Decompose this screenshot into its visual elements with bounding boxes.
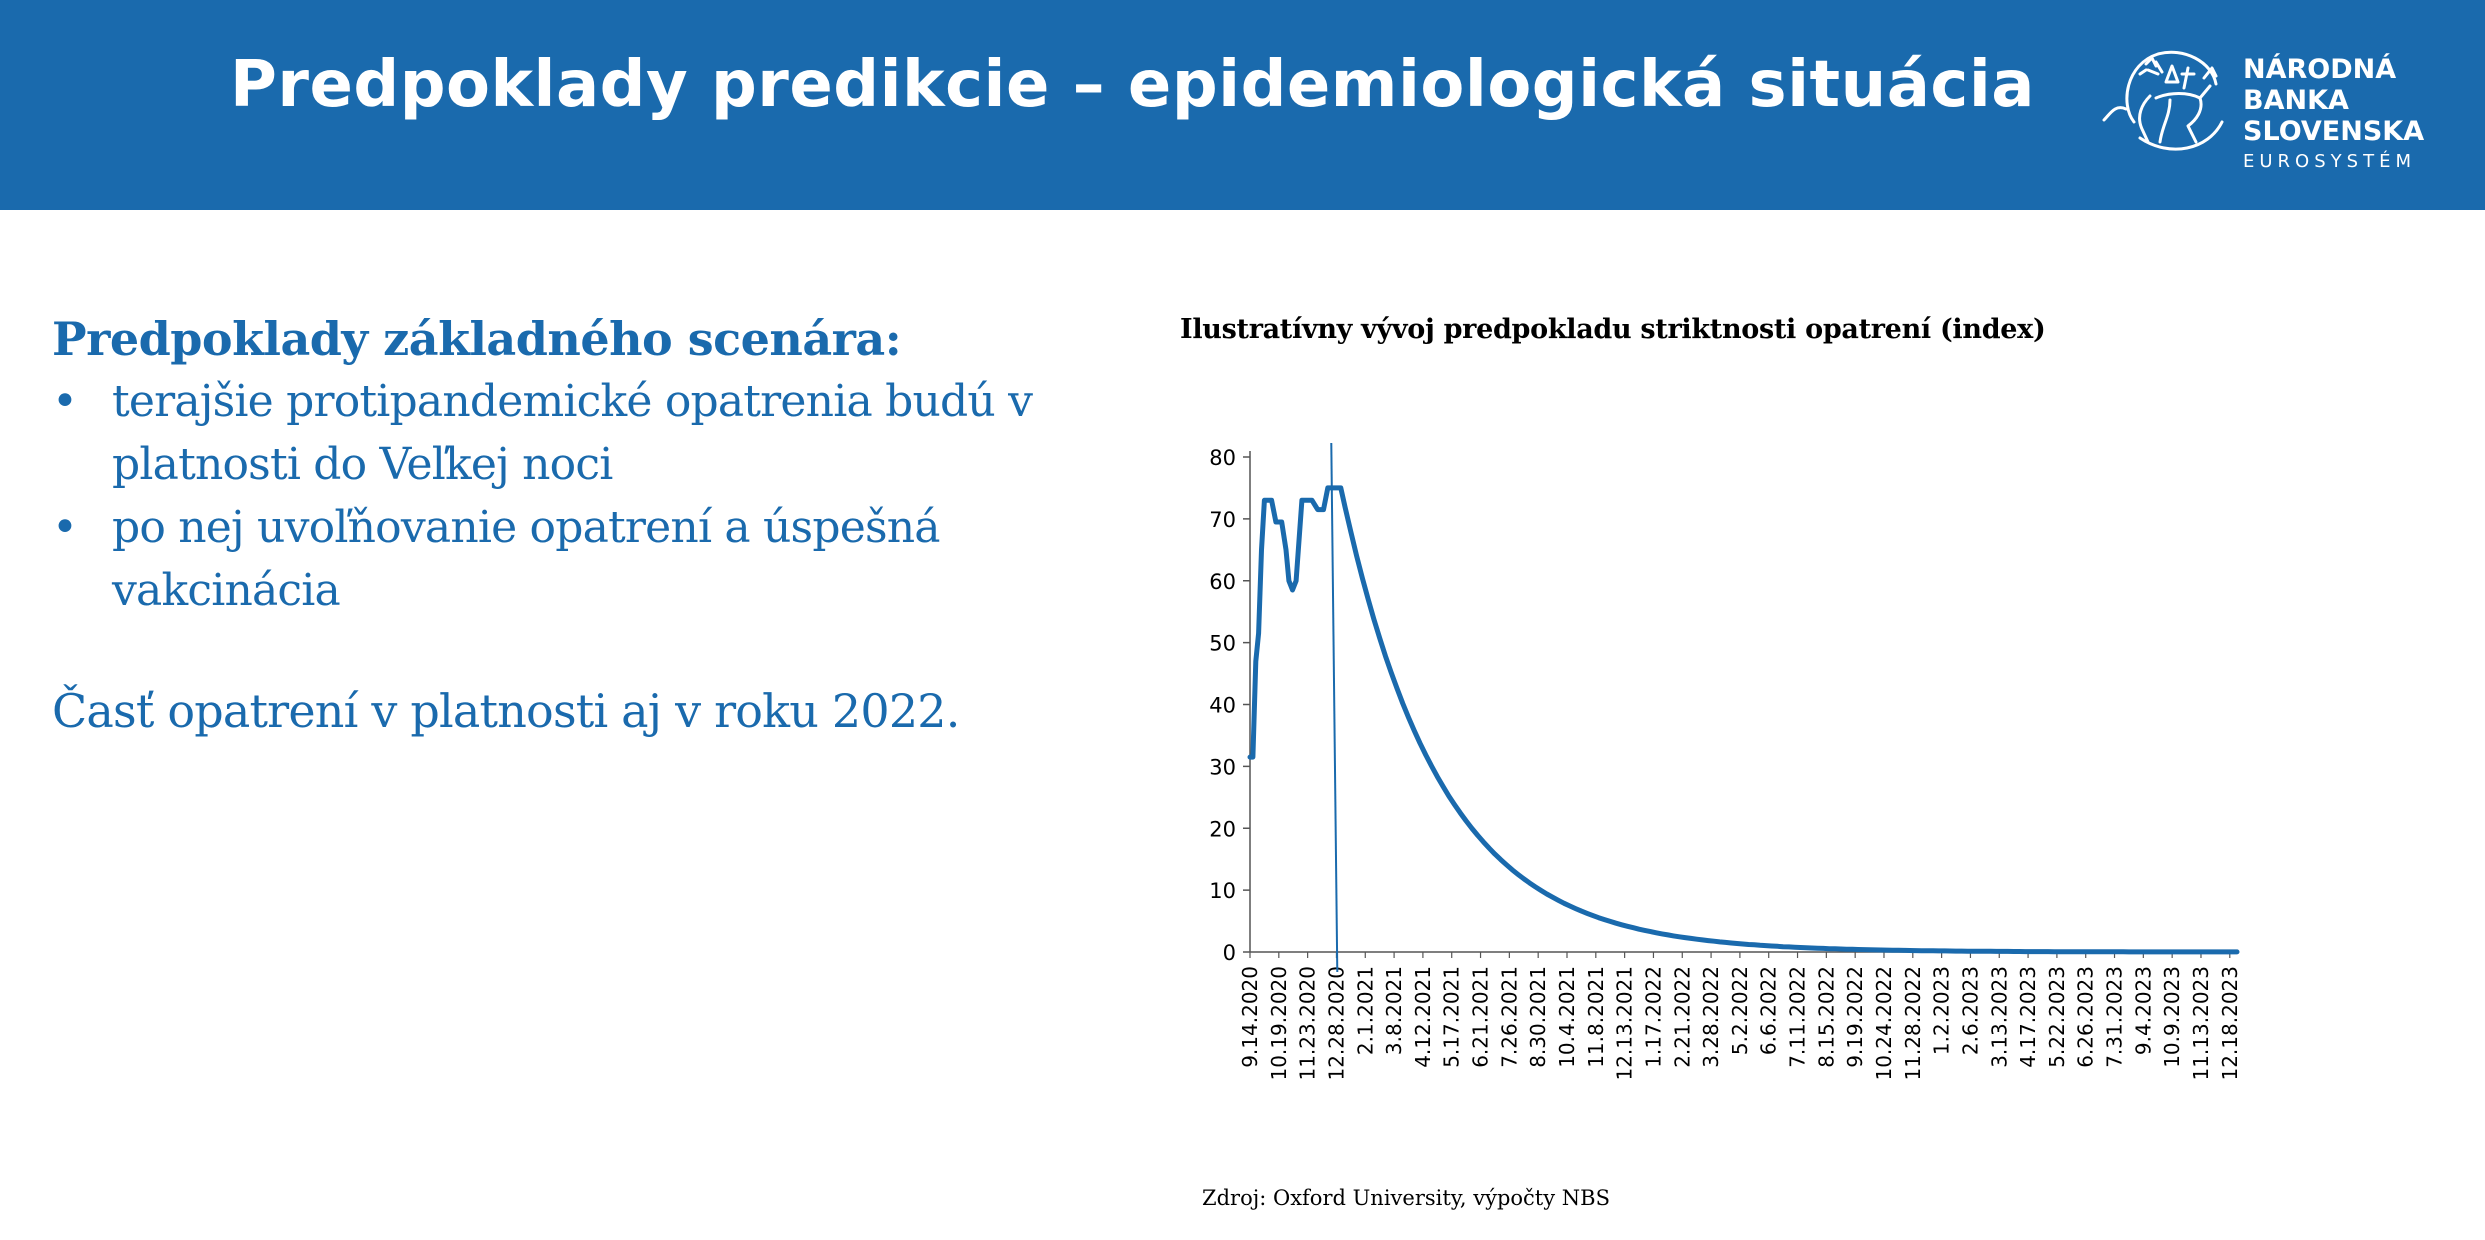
- list-item-text: po nej uvoľňovanie opatrení a úspešná va…: [112, 502, 941, 616]
- x-tick-label: 2.21.2022: [1670, 966, 1694, 1068]
- bullet-icon: •: [52, 502, 78, 553]
- y-tick-label: 80: [1209, 446, 1236, 470]
- x-tick-label: 12.18.2023: [2218, 966, 2242, 1081]
- y-tick-label: 10: [1209, 879, 1236, 903]
- logo-line-1: NÁRODNÁ: [2243, 54, 2397, 85]
- x-tick-label: 6.26.2023: [2074, 966, 2098, 1068]
- assumption-list: • terajšie protipandemické opatrenia budú…: [52, 370, 1132, 622]
- logo-wordmark: NÁRODNÁ BANKA SLOVENSKA EUROSYSTÉM: [2243, 54, 2424, 177]
- y-tick-label: 50: [1209, 632, 1236, 656]
- x-tick-label: 11.23.2020: [1296, 966, 1320, 1081]
- series-line: [1247, 485, 2240, 955]
- x-tick-label: 10.24.2022: [1872, 966, 1896, 1081]
- x-tick-label: 1.2.2023: [1930, 966, 1954, 1055]
- scenario-heading: Predpoklady základného scenára:: [52, 312, 902, 366]
- x-tick-label: 6.21.2021: [1469, 966, 1493, 1068]
- x-tick-label: 9.14.2020: [1238, 966, 1262, 1068]
- source-note: Zdroj: Oxford University, výpočty NBS: [1202, 1186, 1610, 1210]
- x-tick-label: 4.12.2021: [1411, 966, 1435, 1068]
- nbs-logo-icon: [2102, 50, 2224, 151]
- x-tick-label: 11.28.2022: [1901, 966, 1925, 1081]
- y-tick-label: 40: [1209, 694, 1236, 718]
- x-tick-label: 5.22.2023: [2045, 966, 2069, 1068]
- page-title: Predpoklady predikcie – epidemiologická …: [230, 48, 2035, 122]
- x-tick-label: 7.26.2021: [1497, 966, 1521, 1068]
- x-tick-label: 8.15.2022: [1814, 966, 1838, 1068]
- logo-line-4: EUROSYSTÉM: [2243, 151, 2416, 172]
- left-text-panel: Predpoklady základného scenára: • terajši…: [52, 312, 1132, 738]
- logo-line-2: BANKA: [2243, 85, 2349, 116]
- y-tick-label: 70: [1209, 508, 1236, 532]
- x-tick-label: 7.31.2023: [2103, 966, 2127, 1068]
- logo-line-3: SLOVENSKA: [2243, 116, 2425, 147]
- y-tick-label: 0: [1223, 941, 1236, 965]
- x-tick-label: 8.30.2021: [1526, 966, 1550, 1068]
- list-item: • po nej uvoľňovanie opatrení a úspešná v…: [52, 496, 1132, 622]
- x-tick-label: 11.13.2023: [2189, 966, 2213, 1081]
- x-tick-label: 1.17.2022: [1641, 966, 1665, 1068]
- x-tick-label: 3.13.2023: [1987, 966, 2011, 1068]
- x-tick-label: 9.4.2023: [2131, 966, 2155, 1055]
- x-tick-label: 11.8.2021: [1584, 966, 1608, 1068]
- list-item: • terajšie protipandemické opatrenia budú…: [52, 370, 1132, 496]
- x-tick-label: 3.28.2022: [1699, 966, 1723, 1068]
- x-tick-label: 5.17.2021: [1440, 966, 1464, 1068]
- y-tick-label: 60: [1209, 570, 1236, 594]
- x-tick-label: 10.4.2021: [1555, 966, 1579, 1068]
- x-tick-label: 12.13.2021: [1613, 966, 1637, 1081]
- note-text: Časť opatrení v platnosti aj v roku 2022…: [52, 684, 960, 738]
- x-tick-label: 3.8.2021: [1382, 966, 1406, 1055]
- header-bar: Predpoklady predikcie – epidemiologická …: [0, 0, 2485, 210]
- x-tick-label: 5.2.2022: [1728, 966, 1752, 1055]
- x-tick-label: 9.19.2022: [1843, 966, 1867, 1068]
- y-tick-label: 20: [1209, 817, 1236, 841]
- x-tick-label: 2.1.2021: [1353, 966, 1377, 1055]
- x-tick-label: 10.9.2023: [2160, 966, 2184, 1068]
- y-tick-label: 30: [1209, 755, 1236, 779]
- bullet-icon: •: [52, 376, 78, 427]
- x-tick-label: 10.19.2020: [1267, 966, 1291, 1081]
- x-tick-label: 7.11.2022: [1786, 966, 1810, 1068]
- x-tick-label: 2.6.2023: [1958, 966, 1982, 1055]
- chart-title: Ilustratívny vývoj predpokladu striktnos…: [1180, 314, 2046, 345]
- x-tick-label: 12.28.2020: [1324, 966, 1348, 1081]
- x-tick-label: 6.6.2022: [1757, 966, 1781, 1055]
- list-item-text: terajšie protipandemické opatrenia budú …: [112, 376, 1033, 490]
- scenario-marker-line: [1330, 442, 1339, 973]
- x-tick-label: 4.17.2023: [2016, 966, 2040, 1068]
